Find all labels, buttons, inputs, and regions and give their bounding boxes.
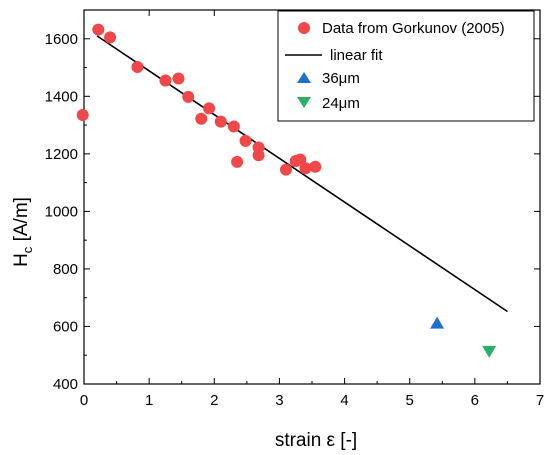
- legend-marker-gorkunov: [298, 22, 310, 34]
- data-point-36um: [430, 316, 445, 329]
- y-tick-label: 800: [53, 261, 78, 278]
- x-tick-label: 3: [275, 392, 283, 409]
- legend-label-24um: 24μm: [322, 95, 360, 112]
- x-tick-label: 0: [80, 392, 88, 409]
- data-point-gorkunov: [309, 160, 322, 173]
- data-point-gorkunov: [131, 60, 144, 73]
- points-layer: [76, 23, 497, 358]
- y-tick-label: 400: [53, 376, 78, 393]
- legend-box: [277, 10, 535, 122]
- y-tick-label: 1200: [45, 146, 78, 163]
- x-tick-label: 6: [471, 392, 479, 409]
- legend-marker-36um: [297, 72, 311, 83]
- data-point-gorkunov: [195, 112, 208, 125]
- data-point-gorkunov: [214, 115, 227, 128]
- legend-label-linear-fit: linear fit: [330, 47, 383, 64]
- y-tick-label: 1000: [45, 203, 78, 220]
- data-point-gorkunov: [76, 109, 89, 122]
- y-axis-title-subscript: c: [20, 246, 35, 253]
- data-point-gorkunov: [159, 74, 172, 87]
- y-axis-title: Hc [A/m]: [11, 197, 35, 267]
- y-tick-label: 600: [53, 318, 78, 335]
- y-tick-label: 1400: [45, 88, 78, 105]
- data-point-gorkunov: [203, 102, 216, 115]
- data-point-gorkunov: [92, 23, 105, 36]
- data-point-gorkunov: [279, 163, 292, 176]
- data-point-gorkunov: [299, 162, 312, 175]
- data-point-24um: [482, 345, 497, 358]
- legend: Data from Gorkunov (2005) linear fit 36μ…: [277, 10, 535, 122]
- x-tick-label: 7: [536, 392, 544, 409]
- legend-marker-24um: [297, 97, 311, 108]
- x-tick-label: 1: [145, 392, 153, 409]
- y-tick-label: 1600: [45, 31, 78, 48]
- data-point-gorkunov: [231, 155, 244, 168]
- legend-label-gorkunov: Data from Gorkunov (2005): [322, 20, 505, 37]
- axis-ticks: 0 1 2 3 4 5 6 7 400 600 800 1000 1200 1400 1600: [45, 10, 544, 409]
- legend-label-36um: 36μm: [322, 70, 360, 87]
- data-point-gorkunov: [104, 31, 117, 44]
- data-point-gorkunov: [172, 72, 185, 85]
- y-axis-title-main: H: [11, 253, 32, 267]
- y-axis-title-rest: [A/m]: [11, 197, 32, 247]
- data-point-gorkunov: [294, 153, 307, 166]
- x-tick-label: 4: [340, 392, 348, 409]
- x-tick-label: 2: [210, 392, 218, 409]
- data-point-gorkunov: [182, 90, 195, 103]
- x-tick-label: 5: [406, 392, 414, 409]
- data-point-gorkunov: [239, 134, 252, 147]
- data-point-gorkunov: [252, 149, 265, 162]
- x-axis-title: strain ε [-]: [275, 430, 357, 451]
- data-point-gorkunov: [227, 120, 240, 133]
